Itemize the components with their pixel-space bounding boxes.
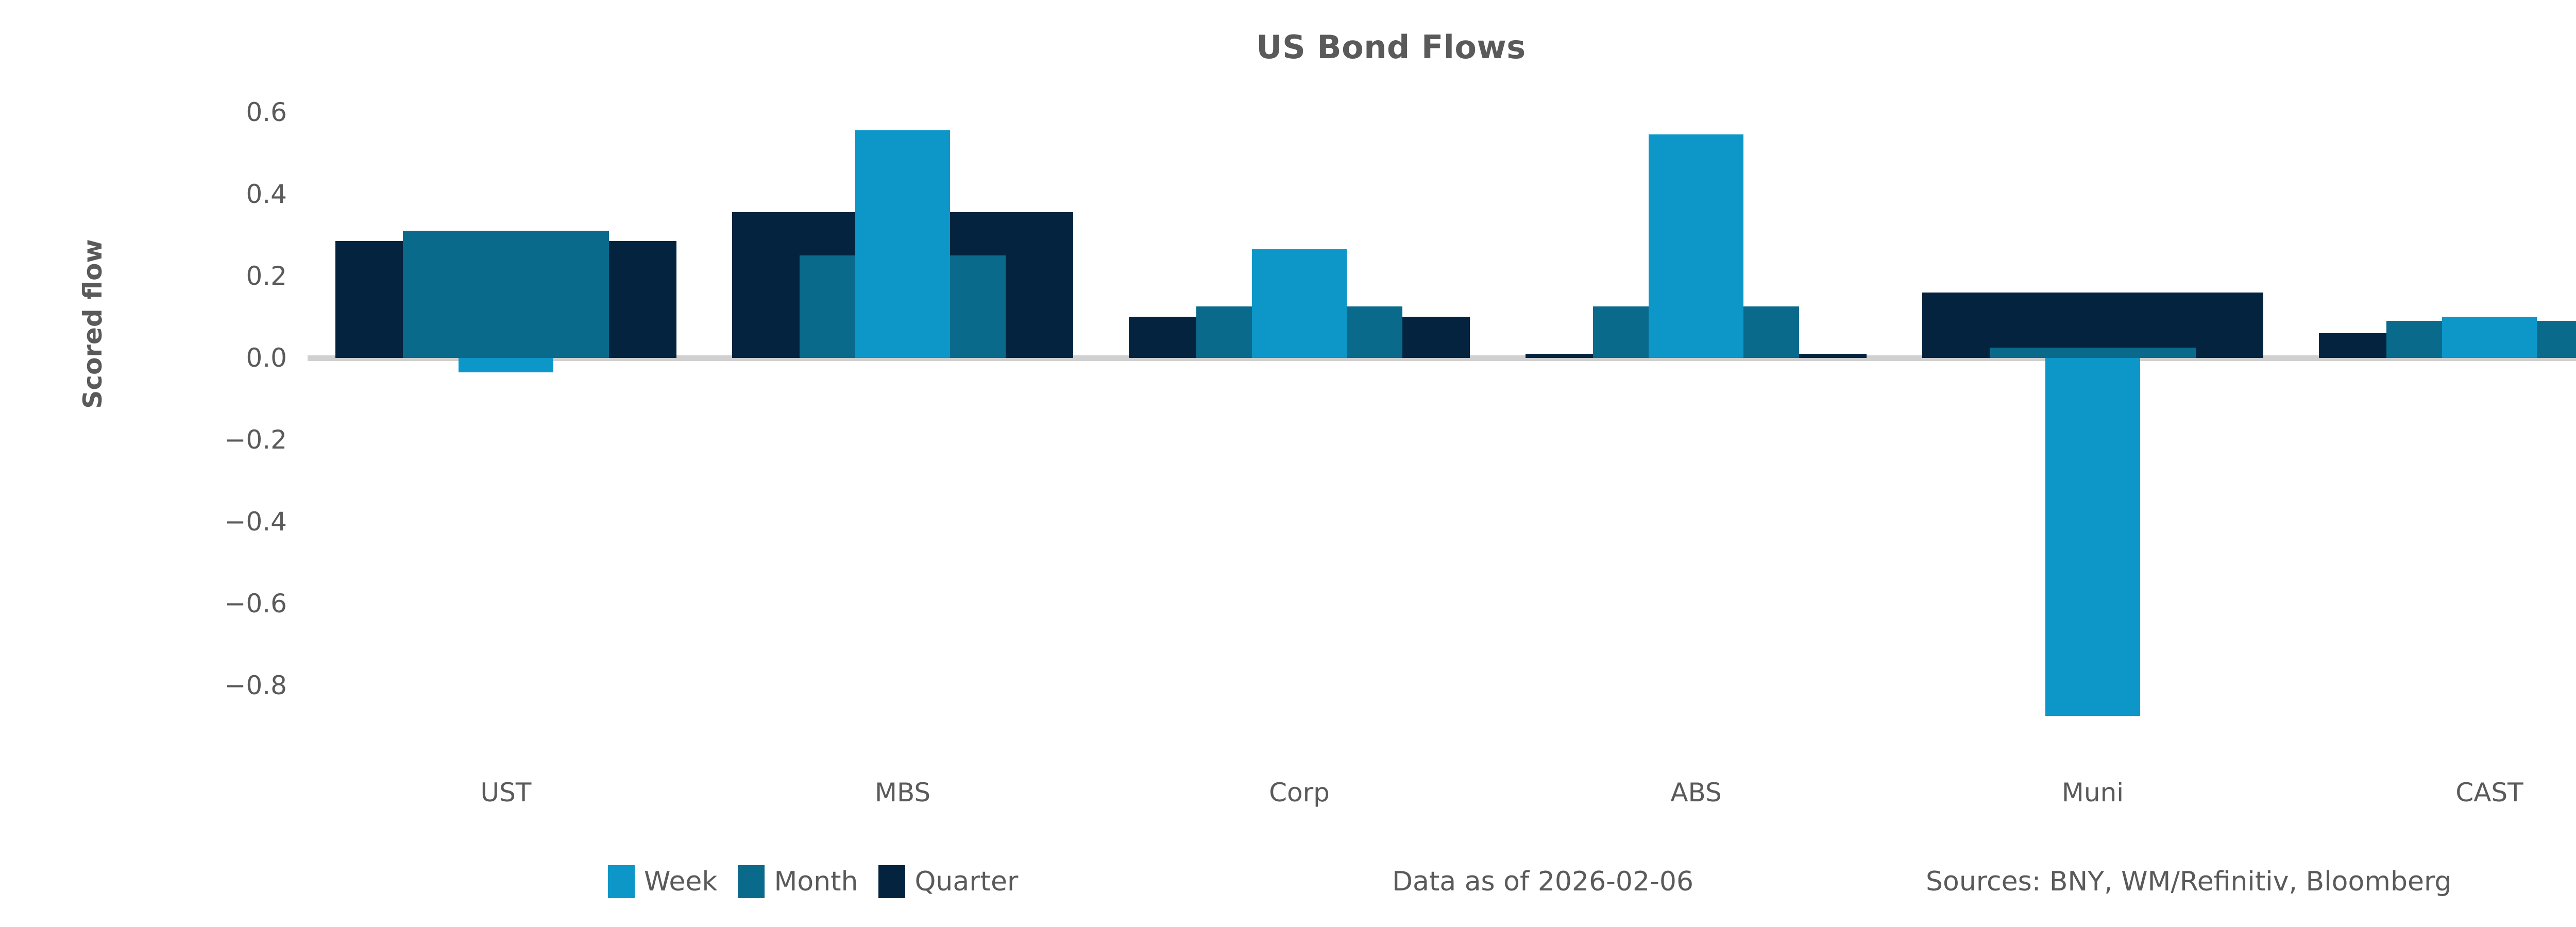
bar-cast-week: [2442, 317, 2537, 358]
x-tick-label-corp: Corp: [1269, 778, 1330, 808]
zero-baseline: [308, 355, 2576, 361]
legend-swatch-week: [608, 865, 635, 898]
x-tick-label-cast: CAST: [2455, 778, 2523, 808]
bar-abs-week: [1648, 134, 1744, 358]
chart-footer: Week Month Quarter Data as of 2026-02-06 S…: [0, 865, 2576, 917]
legend-item-week[interactable]: Week: [608, 865, 717, 898]
legend-label-quarter: Quarter: [914, 866, 1019, 897]
y-tick-label: −0.4: [224, 506, 287, 537]
y-tick-label: −0.8: [224, 670, 287, 700]
bar-muni-quarter: [1922, 292, 2264, 358]
x-tick-label-muni: Muni: [2061, 778, 2124, 808]
legend-label-week: Week: [644, 866, 718, 897]
y-tick-label: 0.4: [246, 179, 287, 209]
y-tick-label: −0.6: [224, 588, 287, 619]
data-as-of-label: Data as of 2026-02-06: [1392, 866, 1694, 897]
plot-area: 0.6 0.4 0.2 0.0 −0.2 −0.4 −0.6 −0.8 UST MBS Corp A…: [225, 88, 2576, 808]
legend-item-quarter[interactable]: Quarter: [878, 865, 1018, 898]
bar-mbs-week: [855, 130, 951, 358]
bar-muni-week: [2045, 357, 2141, 716]
legend-item-month[interactable]: Month: [738, 865, 858, 898]
bar-ust-week: [458, 357, 554, 372]
x-tick-label-ust: UST: [480, 778, 532, 808]
y-tick-label: −0.2: [224, 424, 287, 455]
bar-corp-week: [1251, 249, 1347, 358]
bar-ust-month: [402, 231, 609, 358]
x-tick-label-abs: ABS: [1670, 778, 1722, 808]
legend-swatch-quarter: [878, 865, 906, 898]
y-tick-label: 0.0: [246, 342, 287, 373]
bar-muni-month: [1989, 347, 2196, 358]
y-tick-label: 0.6: [246, 97, 287, 127]
sources-label: Sources: BNY, WM/Refinitiv, Bloomberg: [1926, 866, 2452, 897]
y-tick-label: 0.2: [246, 261, 287, 291]
page-title: US Bond Flows: [1256, 28, 1526, 66]
y-axis-label: Scored flow: [78, 239, 108, 409]
legend: Week Month Quarter: [608, 865, 1018, 898]
legend-label-month: Month: [774, 866, 858, 897]
legend-swatch-month: [738, 865, 765, 898]
x-tick-label-mbs: MBS: [874, 778, 931, 808]
